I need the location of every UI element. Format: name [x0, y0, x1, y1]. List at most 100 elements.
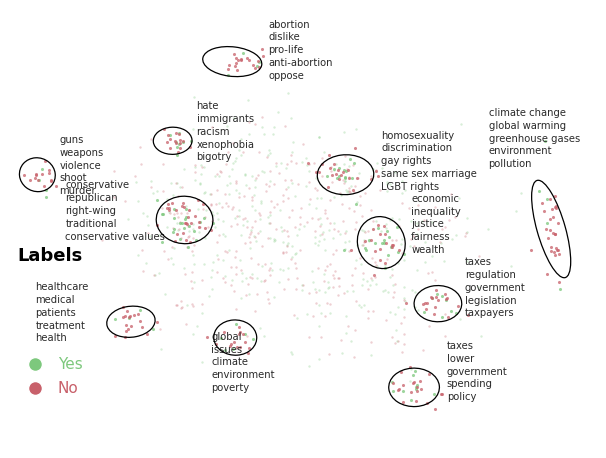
Point: [329, 160, 339, 168]
Point: [399, 330, 409, 337]
Point: [51, 183, 61, 190]
Point: [283, 275, 293, 283]
Point: [382, 220, 391, 228]
Point: [121, 198, 130, 205]
Point: [357, 281, 367, 289]
Point: [381, 224, 391, 232]
Point: [273, 109, 283, 116]
Point: [178, 304, 187, 311]
Point: [397, 200, 407, 207]
Point: [324, 351, 334, 358]
Point: [261, 277, 270, 284]
Point: [334, 164, 344, 171]
Text: economic
inequality
justice
fairness
wealth: economic inequality justice fairness wea…: [411, 194, 461, 255]
Point: [407, 365, 416, 373]
Point: [393, 260, 403, 267]
Point: [310, 159, 319, 166]
Point: [248, 224, 258, 231]
Point: [387, 214, 397, 222]
Point: [148, 325, 158, 333]
Point: [224, 61, 233, 68]
Point: [226, 264, 236, 271]
Point: [256, 198, 265, 205]
Point: [347, 183, 356, 190]
Point: [230, 214, 239, 221]
Point: [388, 378, 398, 386]
Point: [269, 203, 279, 211]
Point: [158, 210, 168, 218]
Point: [412, 230, 422, 238]
Point: [371, 262, 381, 269]
Point: [542, 219, 552, 226]
Point: [175, 139, 184, 147]
Point: [231, 270, 241, 278]
Point: [208, 259, 218, 266]
Point: [364, 285, 373, 292]
Point: [382, 227, 392, 234]
Point: [387, 271, 396, 278]
Point: [340, 152, 350, 159]
Point: [145, 232, 155, 240]
Point: [185, 228, 195, 235]
Point: [154, 269, 164, 277]
Point: [287, 180, 297, 187]
Point: [388, 237, 398, 244]
Point: [259, 277, 269, 284]
Point: [344, 173, 354, 180]
Point: [364, 238, 374, 245]
Point: [304, 363, 314, 370]
Point: [334, 228, 344, 235]
Point: [320, 206, 330, 213]
Point: [186, 219, 196, 226]
Point: [179, 224, 188, 232]
Point: [264, 295, 273, 302]
Point: [271, 162, 281, 169]
Point: [451, 213, 461, 220]
Point: [416, 386, 425, 393]
Point: [313, 264, 322, 272]
Point: [366, 236, 376, 244]
Point: [261, 187, 271, 195]
Point: [348, 287, 358, 294]
Point: [322, 262, 332, 270]
Point: [337, 349, 347, 356]
Point: [411, 219, 421, 226]
Point: [284, 240, 293, 247]
Point: [387, 243, 397, 251]
Point: [442, 294, 452, 301]
Point: [546, 243, 556, 251]
Point: [367, 277, 377, 284]
Point: [184, 223, 193, 230]
Point: [325, 220, 335, 227]
Point: [220, 232, 230, 240]
Point: [281, 185, 291, 193]
Point: [541, 225, 551, 233]
Point: [249, 233, 259, 240]
Point: [385, 308, 395, 316]
Point: [184, 222, 194, 229]
Point: [244, 130, 253, 137]
Point: [323, 183, 333, 191]
Point: [206, 191, 216, 198]
Point: [124, 315, 133, 322]
Point: [253, 171, 262, 178]
Point: [340, 238, 350, 245]
Point: [294, 225, 304, 233]
Point: [267, 267, 277, 274]
Point: [359, 301, 368, 309]
Point: [230, 338, 239, 345]
Point: [241, 292, 251, 299]
Point: [194, 229, 204, 236]
Point: [429, 390, 439, 397]
Point: [239, 192, 249, 199]
Point: [240, 214, 250, 221]
Point: [439, 257, 449, 265]
Point: [401, 299, 411, 306]
Point: [156, 345, 165, 353]
Point: [310, 233, 320, 240]
Point: [393, 249, 403, 256]
Point: [244, 344, 253, 351]
Point: [195, 179, 204, 186]
Point: [339, 290, 348, 297]
Point: [198, 205, 207, 213]
